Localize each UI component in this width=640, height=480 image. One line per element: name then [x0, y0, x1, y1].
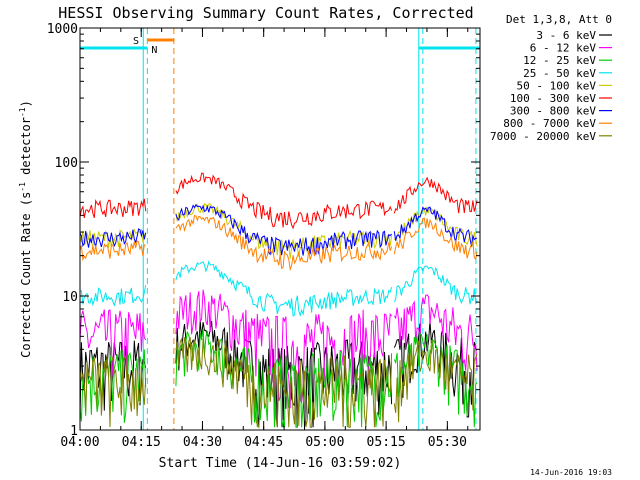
plot-frame: [79, 27, 481, 431]
legend-entry-label: 12 - 25 keV: [523, 54, 596, 67]
y-axis: 1 10 100 1000: [47, 22, 480, 439]
series-line: [79, 215, 478, 272]
y-tick-label: 1000: [47, 22, 78, 37]
chart-title: HESSI Observing Summary Count Rates, Cor…: [58, 4, 473, 22]
legend-entry-label: 6 - 12 keV: [530, 42, 597, 55]
night-marker-label: S: [133, 36, 139, 47]
legend-entry-label: 800 - 7000 keV: [503, 117, 596, 130]
y-tick-label: 1: [70, 424, 78, 439]
x-tick-label: 05:00: [305, 435, 344, 450]
x-axis-label: Start Time (14-Jun-16 03:59:02): [159, 456, 402, 471]
x-tick-label: 04:30: [183, 435, 222, 450]
series-line: [79, 172, 478, 230]
legend-entry-label: 25 - 50 keV: [523, 67, 596, 80]
legend-entry-label: 50 - 100 keV: [517, 79, 597, 92]
series-line: [79, 289, 478, 409]
legend-title: Det 1,3,8, Att 0: [506, 13, 612, 26]
y-tick-label: 100: [55, 156, 78, 171]
series-line: [79, 337, 478, 429]
series-lines: [79, 172, 478, 429]
legend-entry-label: 100 - 300 keV: [510, 92, 596, 105]
saa-marker-label: N: [151, 45, 157, 56]
legend-entry-label: 3 - 6 keV: [536, 29, 596, 42]
series-line: [79, 260, 478, 317]
x-tick-label: 05:15: [367, 435, 406, 450]
legend-entry-label: 7000 - 20000 keV: [490, 130, 596, 143]
y-tick-label: 10: [62, 290, 78, 305]
x-tick-label: 04:15: [122, 435, 161, 450]
legend-entry-label: 300 - 800 keV: [510, 105, 596, 118]
series-line: [79, 203, 478, 256]
x-tick-label: 05:30: [428, 435, 467, 450]
footer-date: 14-Jun-2016 19:03: [530, 468, 612, 477]
y-axis-label: Corrected Count Rate (s-1 detector-1): [18, 100, 33, 358]
x-axis: 04:00 04:15 04:30 04:45 05:00 05:15 05:30: [60, 28, 469, 450]
x-tick-label: 04:45: [244, 435, 283, 450]
x-tick-label: 04:00: [60, 435, 99, 450]
